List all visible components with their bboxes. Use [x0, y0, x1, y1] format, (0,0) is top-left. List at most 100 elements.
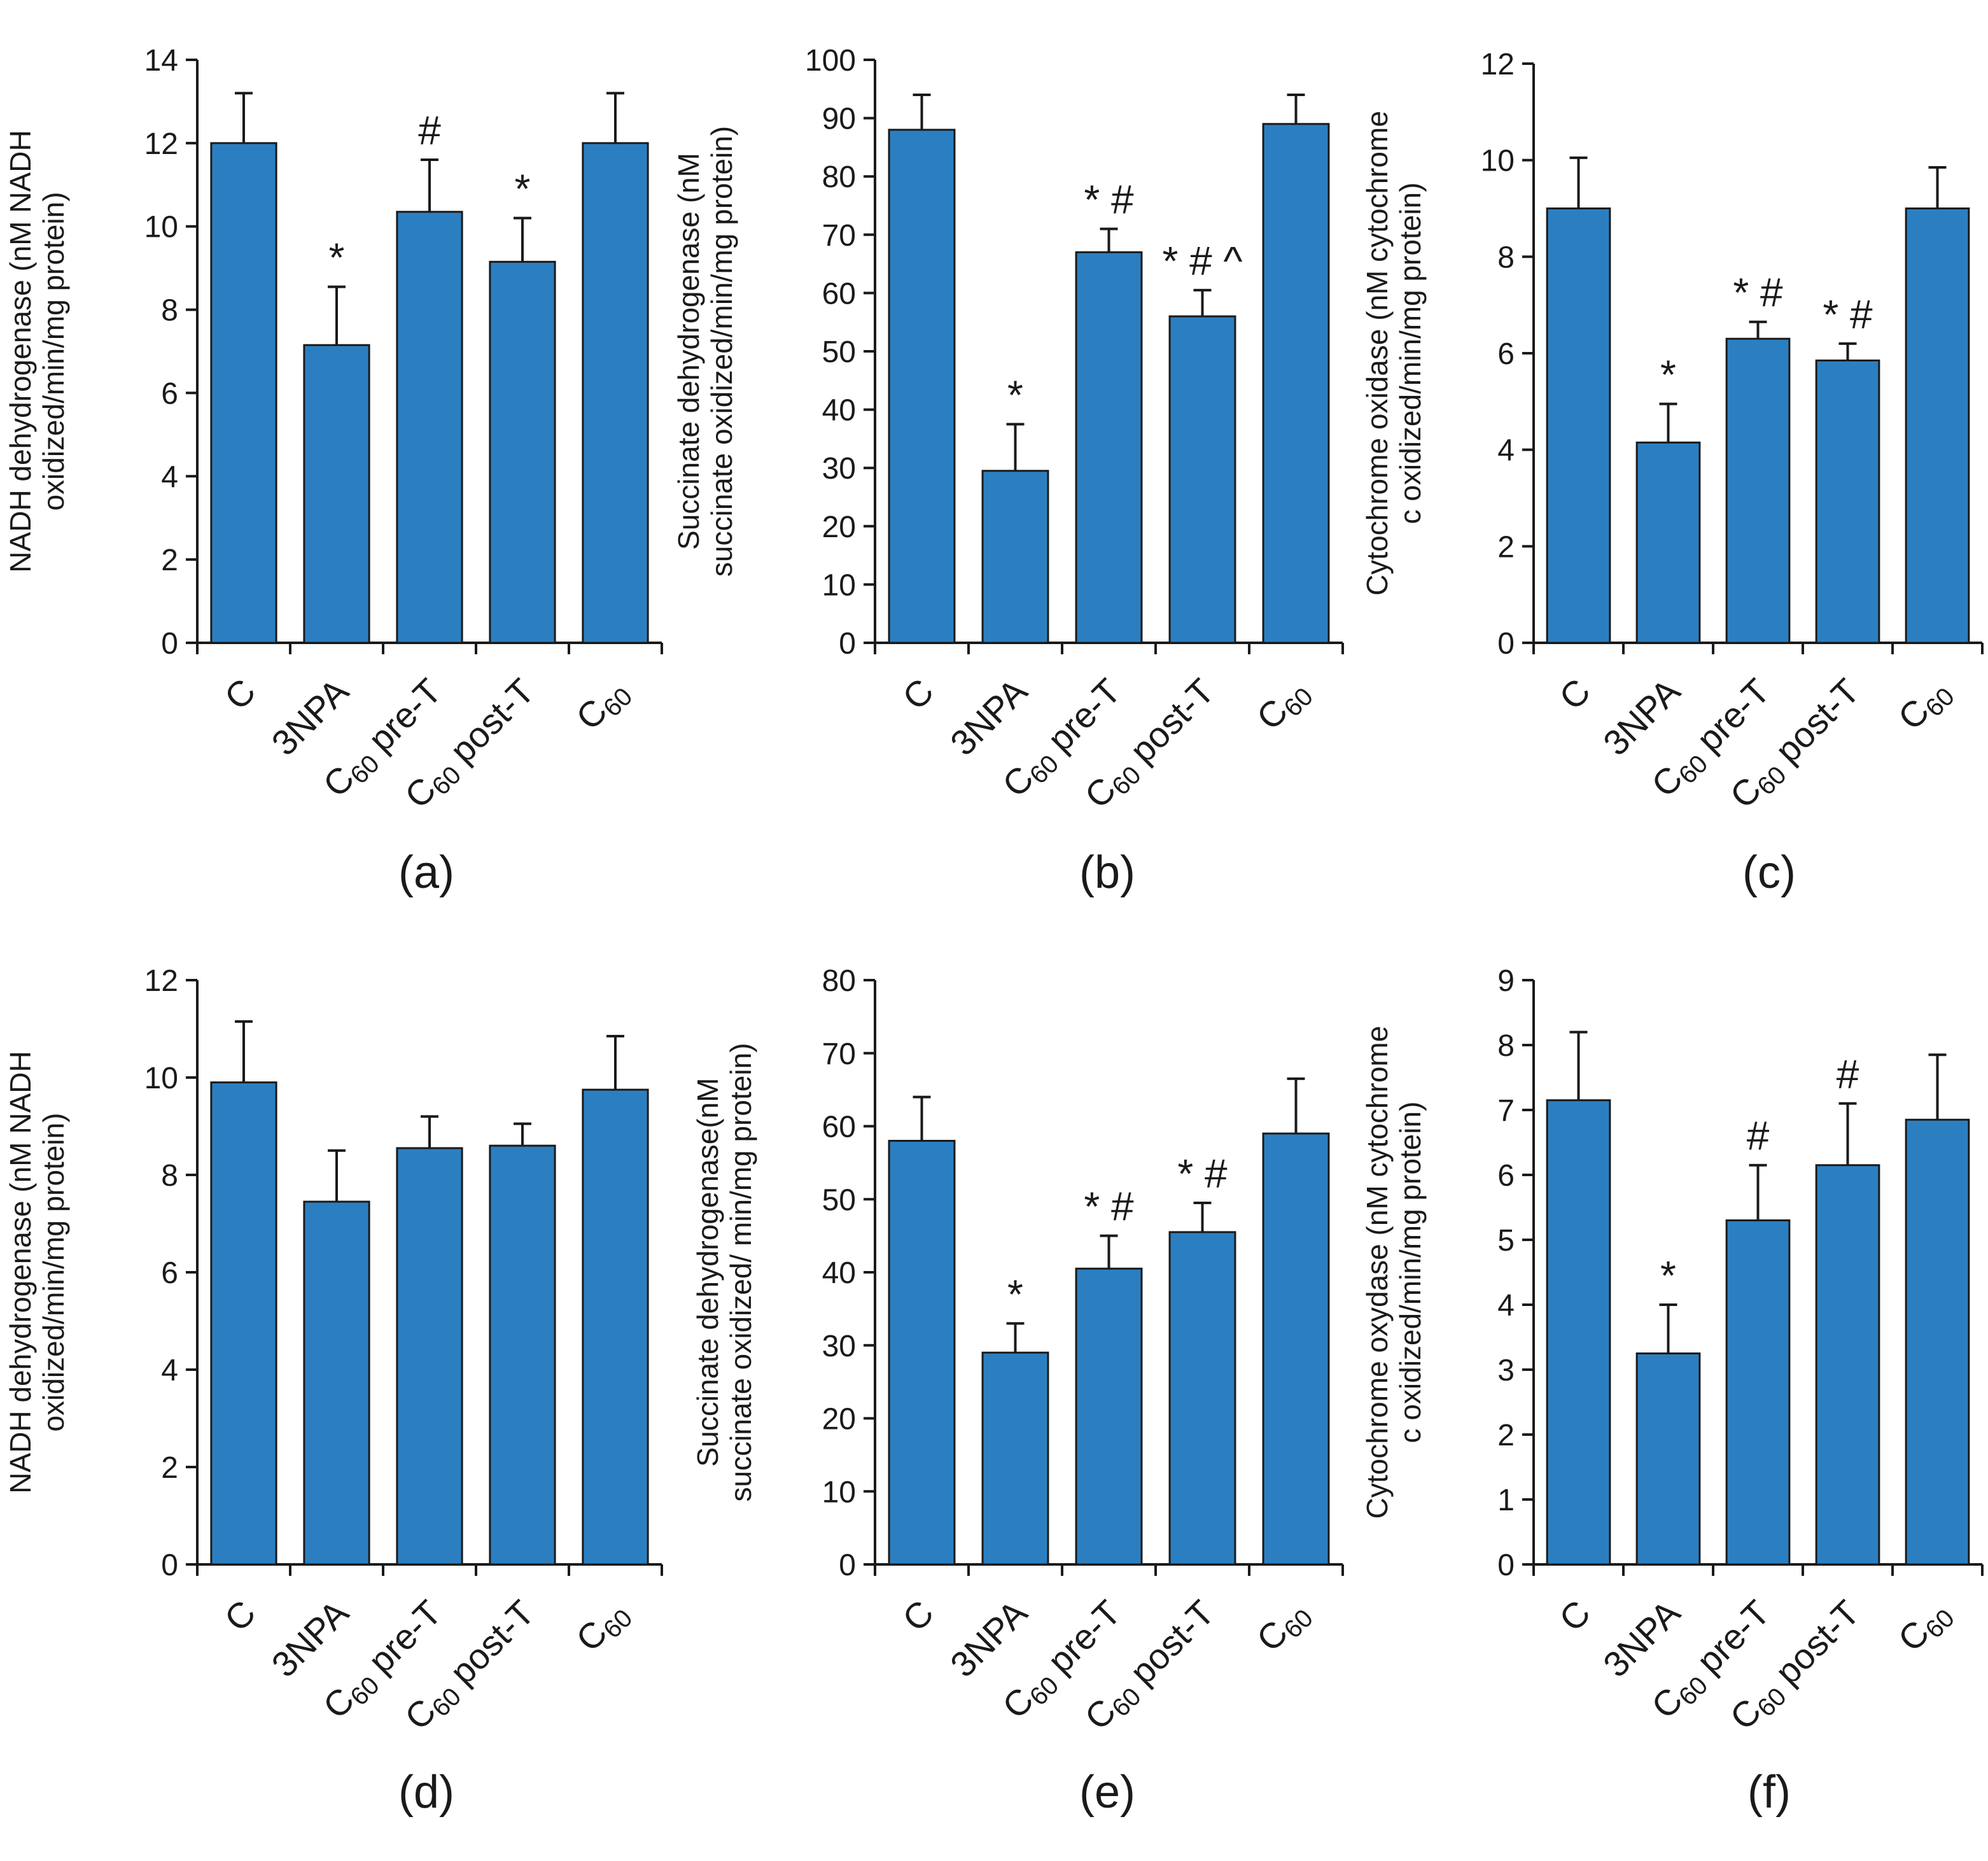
x-category-label: C60 [568, 1592, 638, 1662]
category-main: C [1551, 671, 1598, 717]
x-category-label: C [216, 1592, 263, 1639]
bar-f-0 [1546, 1099, 1611, 1566]
y-tick-label: 6 [161, 1256, 178, 1290]
bar-b-3 [1168, 315, 1236, 644]
y-tick-label: 40 [822, 1256, 856, 1290]
significance-marker: * [1007, 372, 1023, 418]
bar-c-1 [1635, 441, 1701, 644]
y-tick-label: 5 [1497, 1224, 1515, 1258]
bar-d-1 [303, 1200, 370, 1566]
bar-f-1 [1635, 1352, 1701, 1566]
significance-marker: * [1660, 352, 1676, 398]
y-tick-label: 8 [1497, 1029, 1515, 1063]
y-tick-label: 30 [822, 1330, 856, 1363]
category-rest: pre-T [353, 1592, 449, 1688]
significance-marker: * [1660, 1253, 1676, 1298]
y-axis-label: Cytochrome oxidase (nM cytochrome [1361, 111, 1394, 596]
bar-c-0 [1546, 207, 1611, 644]
y-tick-label: 7 [1497, 1094, 1515, 1128]
y-tick-label: 9 [1497, 964, 1515, 998]
y-tick-label: 20 [822, 1403, 856, 1436]
bar-c-2 [1725, 337, 1791, 644]
x-category-label: C [895, 1592, 941, 1639]
y-tick-label: 100 [805, 44, 856, 78]
category-rest: pre-T [353, 671, 449, 766]
bar-c-4 [1905, 207, 1970, 644]
y-tick-label: 80 [822, 160, 856, 194]
category-rest: post-T [1760, 1592, 1867, 1699]
x-category-label: 3NPA [1595, 670, 1688, 763]
x-category-label: 3NPA [942, 670, 1035, 763]
y-axis-label: oxidized/min/mg protein) [37, 192, 70, 510]
category-main: 3NPA [1595, 670, 1688, 763]
y-tick-label: 10 [144, 1062, 178, 1095]
x-category-label: 3NPA [1595, 1592, 1688, 1685]
y-tick-label: 8 [1497, 241, 1515, 274]
y-tick-label: 12 [144, 964, 178, 998]
category-main: C [1551, 1592, 1598, 1639]
y-axis-label: oxidized/min/mg protein) [37, 1113, 70, 1431]
y-tick-label: 70 [822, 1037, 856, 1071]
y-tick-label: 0 [839, 627, 856, 661]
y-tick-label: 0 [161, 1548, 178, 1582]
y-axis-label: c oxidized/min/mg protein) [1394, 1102, 1427, 1443]
bar-e-4 [1262, 1132, 1330, 1566]
y-axis-label: succinate oxidized/ min/mg protein) [724, 1043, 757, 1502]
y-axis-label: Succinate dehydrogenase(nM [691, 1078, 724, 1466]
x-category-label: 3NPA [263, 670, 356, 763]
bar-e-0 [888, 1139, 956, 1566]
x-category-label: C [895, 671, 941, 717]
bar-a-4 [582, 142, 649, 644]
y-tick-label: 50 [822, 335, 856, 369]
significance-marker: * # [1823, 291, 1873, 337]
y-tick-label: 10 [822, 568, 856, 602]
panel-label: (f) [1747, 1767, 1791, 1818]
x-category-label: C60 [1249, 671, 1319, 741]
y-tick-label: 1 [1497, 1484, 1515, 1517]
y-tick-label: 0 [839, 1548, 856, 1582]
category-main: C [216, 1592, 263, 1639]
y-tick-label: 60 [822, 1111, 856, 1144]
y-axis-label: Cytochrome oxydase (nM cytochrome [1361, 1026, 1394, 1519]
x-category-label: C60 [568, 671, 638, 741]
significance-marker: * # [1084, 177, 1134, 223]
y-tick-label: 10 [1481, 144, 1515, 178]
y-tick-label: 4 [161, 1354, 178, 1387]
y-tick-label: 12 [144, 127, 178, 161]
significance-marker: * # [1084, 1184, 1134, 1230]
y-tick-label: 40 [822, 394, 856, 428]
category-main: C [895, 1592, 941, 1639]
y-tick-label: 20 [822, 510, 856, 544]
x-category-label: C [1551, 1592, 1598, 1639]
bar-b-4 [1262, 123, 1330, 644]
x-category-label: C60 [1249, 1592, 1319, 1662]
bar-a-0 [210, 142, 277, 644]
y-tick-label: 0 [1497, 1548, 1515, 1582]
x-category-label: C [1551, 671, 1598, 717]
category-main: C [216, 671, 263, 717]
bar-b-0 [888, 129, 956, 644]
y-tick-label: 4 [1497, 434, 1515, 468]
significance-marker: # [1747, 1113, 1770, 1159]
panel-label: (d) [398, 1767, 454, 1818]
y-tick-label: 0 [1497, 627, 1515, 661]
category-main: 3NPA [1595, 1592, 1688, 1685]
category-rest: post-T [1115, 671, 1222, 778]
bar-d-3 [489, 1144, 556, 1566]
y-tick-label: 2 [161, 544, 178, 577]
bar-b-2 [1075, 251, 1143, 644]
y-tick-label: 2 [1497, 530, 1515, 564]
significance-marker: * [1007, 1271, 1023, 1317]
significance-marker: * # [1733, 270, 1783, 316]
bar-c-3 [1815, 359, 1880, 644]
x-category-label: C [216, 671, 263, 717]
significance-marker: # [418, 108, 441, 153]
x-category-label: 3NPA [263, 1592, 356, 1685]
y-axis-label: NADH dehydrogenase (nM NADH [4, 1051, 37, 1493]
panel-label: (b) [1079, 847, 1135, 898]
category-rest: post-T [1760, 671, 1867, 778]
